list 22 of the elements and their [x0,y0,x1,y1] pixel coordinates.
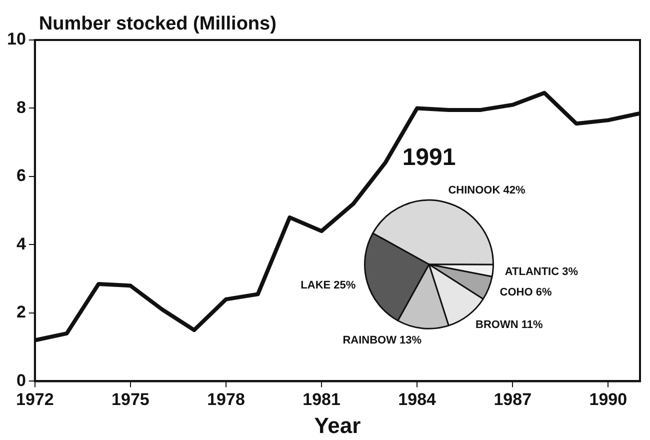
x-tick-label: 1978 [207,390,245,410]
x-tick-label: 1981 [302,390,340,410]
slice-label: BROWN 11% [476,318,543,331]
y-tick-label: 4 [16,234,26,254]
slice-label: COHO 6% [500,286,552,299]
y-tick-label: 10 [6,30,26,49]
y-axis-title: Number stocked (Millions) [38,14,276,35]
x-tick-label: 1990 [589,390,628,410]
y-tick-label: 8 [16,98,26,117]
slice-label: LAKE 25% [300,279,356,292]
slice-label: ATLANTIC 3% [504,266,578,278]
x-tick-label: 1972 [16,390,54,410]
chart-title: 1991 [402,144,456,172]
y-tick-label: 2 [16,302,26,322]
y-tick-label: 0 [16,370,26,390]
y-tick-label: 6 [16,166,26,186]
slice-label: CHINOOK 42% [448,184,526,197]
x-tick-label: 1987 [494,390,532,410]
x-tick-label: 1975 [112,390,150,410]
x-axis-title: Year [314,412,362,438]
slice-label: RAINBOW 13% [342,334,422,346]
x-tick-label: 1984 [398,390,437,410]
